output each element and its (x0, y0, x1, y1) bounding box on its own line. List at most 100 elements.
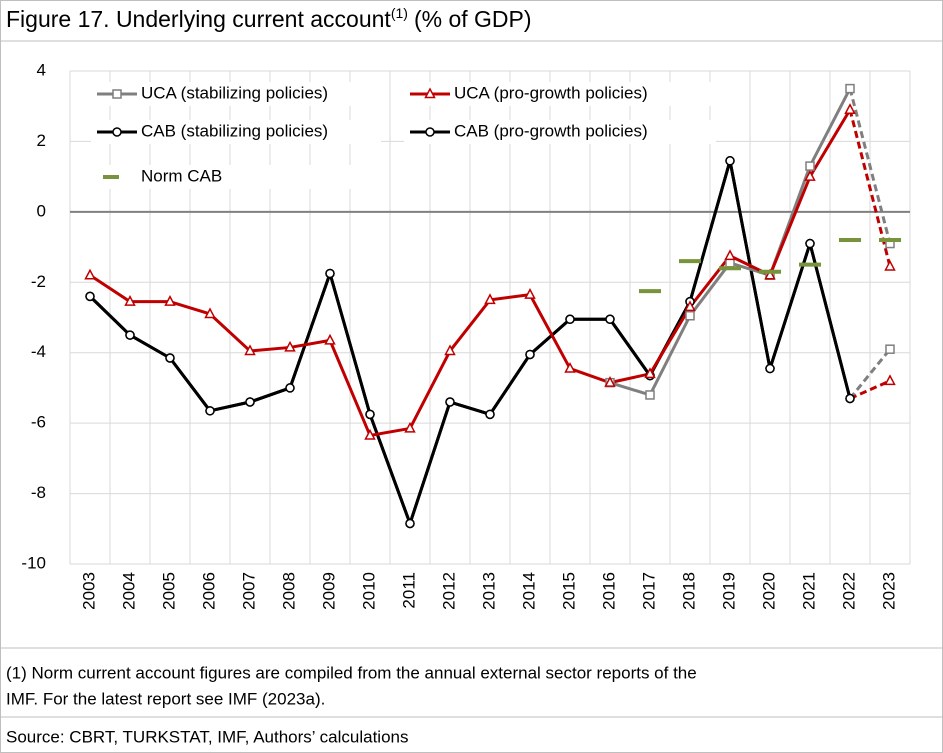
marker (805, 161, 815, 171)
x-tick-label: 2023 (879, 572, 898, 610)
legend-label: CAB (stabilizing policies) (141, 121, 328, 140)
legend-marker (424, 87, 436, 99)
legend-bg (91, 165, 381, 189)
x-tick-label: 2004 (119, 572, 138, 610)
legend-marker (112, 89, 122, 99)
marker (885, 344, 895, 354)
x-tick-label: 2007 (239, 572, 258, 610)
y-tick-label: 0 (37, 201, 46, 220)
marker (324, 333, 336, 345)
marker (325, 268, 335, 279)
legend-label: UCA (pro-growth policies) (454, 83, 648, 102)
marker (765, 363, 775, 374)
x-tick-label: 2010 (359, 572, 378, 610)
x-tick-label: 2018 (679, 572, 698, 610)
x-tick-label: 2013 (479, 572, 498, 610)
projection-line (848, 88, 892, 244)
marker (605, 314, 615, 325)
title-unit: (% of GDP) (414, 6, 532, 32)
series-line (88, 159, 852, 526)
x-tick-label: 2012 (439, 572, 458, 610)
marker (805, 238, 815, 249)
marker (205, 406, 215, 416)
marker (164, 295, 176, 306)
marker (684, 300, 696, 312)
legend-marker (425, 127, 435, 137)
marker (165, 353, 175, 363)
projection-line (849, 379, 891, 400)
chart-title: Figure 17. Underlying current account(1)… (6, 5, 532, 32)
marker (725, 156, 735, 166)
marker (285, 383, 295, 393)
marker (244, 344, 256, 356)
marker (764, 268, 776, 280)
marker (884, 374, 896, 386)
legend-label: UCA (stabilizing policies) (141, 83, 328, 102)
legend-bg (91, 82, 381, 106)
legend-label: Norm CAB (141, 166, 222, 185)
marker (845, 83, 855, 94)
marker (84, 268, 96, 280)
marker (245, 397, 255, 407)
x-tick-label: 2022 (839, 572, 858, 610)
x-tick-label: 2021 (799, 572, 818, 610)
marker (445, 397, 455, 407)
title-superscript: (1) (391, 5, 408, 21)
legend-bg (91, 120, 381, 144)
marker (724, 249, 736, 261)
marker (204, 307, 216, 319)
source: Source: CBRT, TURKSTAT, IMF, Authors’ ca… (6, 727, 408, 746)
marker (124, 295, 136, 306)
marker (444, 344, 456, 356)
marker (685, 310, 695, 321)
marker (484, 293, 496, 305)
note: IMF. For the latest report see IMF (2023… (6, 689, 325, 708)
marker (364, 428, 376, 440)
y-tick-label: 4 (37, 60, 46, 79)
marker (564, 361, 576, 373)
marker (524, 288, 536, 299)
x-tick-label: 2016 (599, 572, 618, 610)
title-text: Figure 17. Underlying current account (6, 6, 391, 32)
marker (884, 259, 896, 271)
x-tick-label: 2006 (199, 572, 218, 610)
legend-bg (404, 82, 716, 106)
y-tick-label: -2 (31, 272, 46, 291)
marker (845, 393, 855, 404)
x-tick-label: 2017 (639, 572, 658, 610)
marker (565, 314, 575, 325)
y-tick-label: 2 (37, 131, 46, 150)
x-tick-label: 2003 (79, 572, 98, 610)
x-tick-label: 2009 (319, 572, 338, 610)
legend-marker (112, 127, 122, 137)
x-tick-label: 2019 (719, 572, 738, 610)
series-line (89, 108, 852, 437)
y-tick-label: -6 (31, 413, 46, 432)
marker (365, 409, 375, 420)
x-tick-label: 2005 (159, 572, 178, 610)
marker (405, 518, 415, 529)
marker (125, 330, 135, 340)
marker (844, 103, 856, 114)
x-tick-label: 2015 (559, 572, 578, 610)
marker (404, 421, 416, 433)
x-tick-label: 2008 (279, 572, 298, 610)
marker (645, 390, 655, 400)
marker (284, 340, 296, 352)
y-tick-label: -4 (31, 342, 46, 361)
note: (1) Norm current account figures are com… (6, 663, 697, 682)
x-tick-label: 2014 (519, 572, 538, 610)
marker (85, 291, 95, 302)
x-tick-label: 2020 (759, 572, 778, 610)
marker (485, 409, 495, 420)
marker (804, 170, 816, 181)
legend-label: CAB (pro-growth policies) (454, 121, 648, 140)
marker (644, 367, 656, 379)
x-tick-label: 2011 (399, 572, 418, 609)
marker (525, 349, 535, 360)
y-tick-label: -8 (31, 483, 46, 502)
legend-bg (404, 120, 716, 144)
marker (604, 376, 616, 387)
